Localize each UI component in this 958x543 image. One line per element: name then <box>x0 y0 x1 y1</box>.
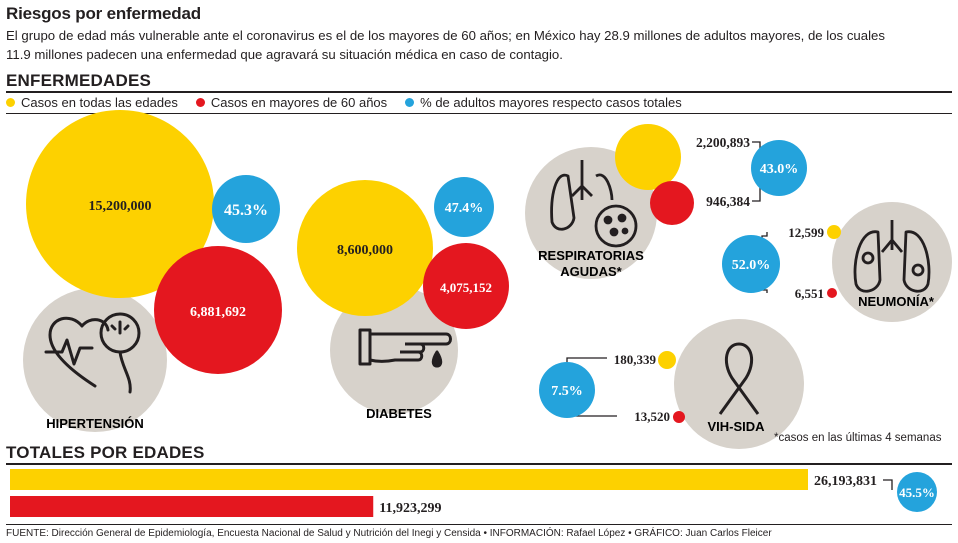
bubble-all-neumonia <box>827 225 841 239</box>
bubble-old-vih <box>673 411 685 423</box>
bar-over-60 <box>10 496 374 517</box>
percent-label: 7.5% <box>551 384 583 399</box>
lungs-gears-icon <box>853 220 931 293</box>
value-label-old: 6,881,692 <box>190 305 246 320</box>
heart-pulse-icon <box>44 312 141 394</box>
footer-credits: FUENTE: Dirección General de Epidemiolog… <box>6 528 772 539</box>
category-label-diabetes: DIABETES <box>366 406 432 421</box>
footer-rule <box>6 524 952 525</box>
hipertension-icon-circle <box>23 288 167 432</box>
page-title: Riesgos por enfermedad <box>6 4 201 23</box>
section-enfermedades-heading: ENFERMEDADES <box>6 71 152 90</box>
bubble-pct-hipertension <box>212 175 280 243</box>
intro-text: El grupo de edad más vulnerable ante el … <box>6 28 885 62</box>
legend-item-percent: % de adultos mayores respecto casos tota… <box>405 95 682 110</box>
bubble-pct-diabetes <box>434 177 494 237</box>
legend-label: % de adultos mayores respecto casos tota… <box>420 95 682 110</box>
bubble-old-hipertension <box>154 246 282 374</box>
ribbon-icon <box>718 342 760 415</box>
connector-line <box>883 479 893 490</box>
legend-rule <box>6 113 952 114</box>
percent-label: 45.3% <box>224 202 268 219</box>
value-label-all: 2,200,893 <box>696 135 750 150</box>
category-label-vih: VIH-SIDA <box>707 419 765 434</box>
percent-label: 47.4% <box>445 201 484 216</box>
percent-label: 52.0% <box>732 258 771 273</box>
percent-label: 43.0% <box>760 162 799 177</box>
legend-label: Casos en todas las edades <box>21 95 178 110</box>
connector-line <box>752 185 761 202</box>
value-label-old: 13,520 <box>634 409 670 424</box>
diabetes-icon-circle <box>330 286 458 414</box>
vih-icon-circle <box>674 319 804 449</box>
bar-value-label-all: 26,193,831 <box>814 474 877 489</box>
value-label-all: 8,600,000 <box>337 243 393 258</box>
section-rule <box>6 463 952 465</box>
value-label-all: 12,599 <box>788 225 824 240</box>
bubble-pct-total <box>897 472 937 512</box>
bar-value-label-old: 11,923,299 <box>379 501 441 516</box>
category-label-respiratorias-line1: RESPIRATORIAS <box>538 248 644 263</box>
hand-drop-icon <box>358 328 452 368</box>
legend-label: Casos en mayores de 60 años <box>210 95 388 110</box>
yellow-dot-icon <box>6 98 15 107</box>
bubble-pct-respiratorias <box>751 140 807 196</box>
legend-item-all-ages: Casos en todas las edades <box>6 95 178 110</box>
value-label-old: 946,384 <box>706 194 750 209</box>
value-label-all: 15,200,000 <box>89 199 152 214</box>
bubble-all-diabetes <box>297 180 433 316</box>
value-label-old: 4,075,152 <box>440 280 492 295</box>
bubble-all-respiratorias <box>615 124 681 190</box>
bubble-pct-neumonia <box>722 235 780 293</box>
bubble-all-hipertension <box>26 110 214 298</box>
section-totales-heading: TOTALES POR EDADES <box>6 443 205 462</box>
blue-dot-icon <box>405 98 415 107</box>
value-label-old: 6,551 <box>795 286 824 301</box>
red-dot-icon <box>195 98 205 107</box>
legend: Casos en todas las edades Casos en mayor… <box>6 95 682 110</box>
percent-label-total: 45.5% <box>899 485 935 500</box>
value-label-all: 180,339 <box>614 352 657 367</box>
bubble-all-vih <box>658 351 676 369</box>
bar-all-ages <box>10 469 808 490</box>
bubble-old-diabetes <box>423 243 509 329</box>
category-label-hipertension: HIPERTENSIÓN <box>46 416 144 431</box>
bubble-old-respiratorias <box>650 181 694 225</box>
footnote: *casos en las últimas 4 semanas <box>774 432 942 444</box>
bubble-old-neumonia <box>827 288 837 298</box>
lungs-virus-icon <box>550 160 638 248</box>
category-label-respiratorias-line2: AGUDAS* <box>560 264 622 279</box>
section-rule <box>6 91 952 93</box>
category-label-neumonia: NEUMONÍA* <box>858 294 935 309</box>
legend-item-over-60: Casos en mayores de 60 años <box>195 95 388 110</box>
neumonia-icon-circle <box>832 202 952 322</box>
bubble-pct-vih <box>539 362 595 418</box>
